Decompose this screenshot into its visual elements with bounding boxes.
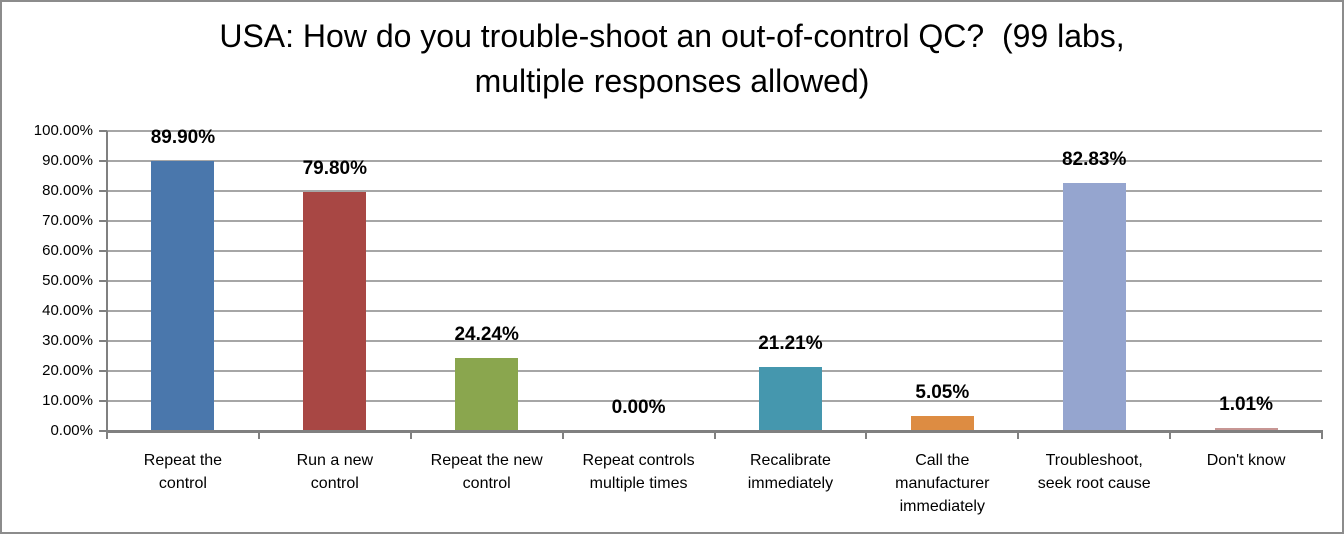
bar-value-label: 0.00%: [611, 397, 666, 418]
y-axis-tick-label: 20.00%: [42, 362, 93, 379]
bar-value-label: 24.24%: [454, 324, 519, 346]
y-axis-tick: [99, 190, 107, 192]
x-axis-tick: [409, 431, 412, 439]
x-axis-tick: [257, 431, 260, 439]
gridline: [107, 310, 1322, 312]
x-axis-tick: [106, 431, 108, 439]
gridline: [107, 250, 1322, 252]
category-label-call-the-manufacturer-immediately: Call the manufacturer immediately: [895, 452, 990, 515]
bar-value-label: 89.90%: [150, 127, 216, 149]
chart-title: USA: How do you trouble-shoot an out-of-…: [219, 18, 1134, 99]
bar-repeat-the-control: [151, 161, 215, 430]
gridline: [107, 220, 1322, 222]
category-label-repeat-the-control: Repeat the control: [143, 452, 223, 492]
gridline: [107, 160, 1322, 162]
bar-recalibrate-immediately: [758, 367, 822, 430]
y-axis-line: [106, 131, 108, 439]
category-label-recalibrate-immediately: Recalibrate immediately: [747, 452, 834, 492]
category-label-run-a-new-control: Run a new control: [296, 452, 374, 492]
category-label-troubleshoot-seek-root-cause: Troubleshoot, seek root cause: [1037, 452, 1151, 492]
y-axis-tick-label: 80.00%: [42, 182, 93, 199]
y-axis-tick-label: 0.00%: [50, 422, 93, 439]
category-label-don-t-know: Don't know: [1206, 452, 1286, 469]
bar-value-label: 82.83%: [1061, 148, 1127, 170]
x-axis-tick: [1169, 431, 1172, 439]
y-axis-tick-label: 100.00%: [33, 122, 93, 139]
y-axis-tick: [99, 220, 107, 222]
y-axis-tick: [99, 130, 107, 132]
gridline: [107, 400, 1322, 402]
x-axis-tick: [561, 431, 564, 439]
y-axis-tick: [99, 280, 107, 282]
y-axis-tick-label: 60.00%: [42, 242, 93, 259]
gridline: [107, 340, 1322, 342]
bar-value-label: 5.05%: [915, 381, 970, 403]
y-axis-tick-label: 90.00%: [42, 152, 93, 169]
y-axis-tick: [99, 430, 107, 432]
gridline: [107, 190, 1322, 192]
y-axis-tick-label: 40.00%: [42, 302, 93, 319]
bar-value-label: 1.01%: [1219, 393, 1273, 415]
bar-repeat-the-new-control: [455, 358, 519, 430]
y-axis-tick-label: 50.00%: [42, 272, 93, 289]
gridline: [107, 130, 1322, 132]
y-axis-tick: [99, 250, 107, 252]
gridline: [107, 280, 1322, 282]
y-axis-tick: [99, 340, 107, 342]
y-axis-tick-label: 30.00%: [42, 332, 93, 349]
y-axis-tick-label: 10.00%: [42, 392, 93, 409]
y-axis-tick: [99, 310, 107, 312]
y-axis-tick: [99, 400, 107, 402]
bar-don-t-know: [1214, 427, 1278, 430]
bar-value-label: 79.80%: [302, 157, 368, 179]
x-axis-tick: [713, 431, 716, 439]
bar-troubleshoot-seek-root-cause: [1062, 182, 1126, 430]
bar-call-the-manufacturer-immediately: [910, 415, 974, 430]
category-label-repeat-the-new-control: Repeat the new control: [430, 452, 543, 492]
category-label-repeat-controls-multiple-times: Repeat controls multiple times: [582, 452, 695, 492]
x-axis-tick: [1321, 431, 1323, 439]
x-axis-tick: [865, 431, 868, 439]
x-axis-tick: [1017, 431, 1020, 439]
y-axis-tick: [99, 370, 107, 372]
y-axis-tick-label: 70.00%: [42, 212, 93, 229]
gridline: [107, 370, 1322, 372]
y-axis-tick: [99, 160, 107, 162]
bar-run-a-new-control: [303, 191, 367, 430]
bar-value-label: 21.21%: [758, 333, 823, 355]
